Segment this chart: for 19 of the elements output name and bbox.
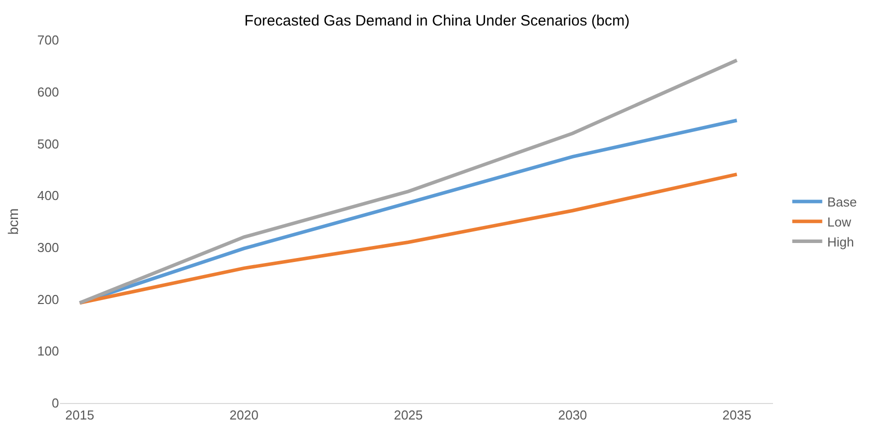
y-tick-label: 0 (52, 396, 59, 411)
y-tick-label: 700 (37, 32, 59, 48)
y-tick-label: 500 (37, 136, 59, 152)
legend-label: High (827, 234, 854, 250)
line-series (78, 58, 739, 305)
x-tick-label: 2015 (65, 408, 94, 423)
y-tick-label: 100 (37, 344, 59, 359)
y-tick-label: 600 (37, 84, 59, 100)
x-tick-label: 2020 (230, 408, 258, 423)
y-tick-label: 200 (37, 292, 59, 307)
x-tick-label: 2025 (394, 408, 423, 423)
x-tick-label: 2035 (722, 408, 752, 423)
chart-title: Forecasted Gas Demand in China Under Scenarios (bcm) (244, 12, 630, 30)
legend-label: Low (827, 214, 852, 230)
y-tick-label: 400 (37, 188, 59, 204)
y-axis-title: bcm (4, 208, 21, 235)
y-tick-label: 300 (37, 240, 59, 255)
legend-label: Base (827, 194, 857, 210)
x-tick-label: 2030 (558, 408, 588, 423)
